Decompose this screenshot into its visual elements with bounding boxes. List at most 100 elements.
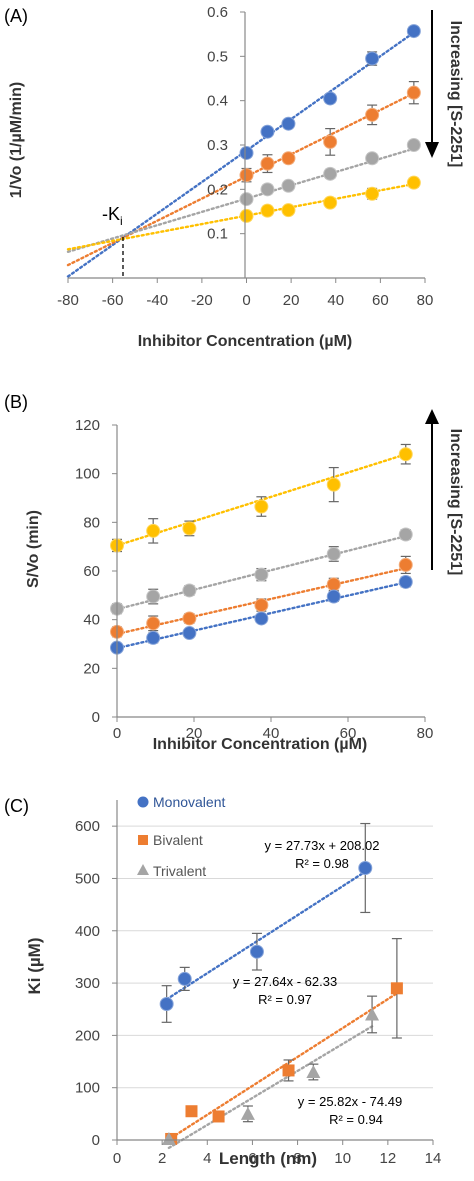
panel-a-data-point <box>260 124 275 139</box>
panel-b-data-point <box>146 523 161 538</box>
panel-b-x-axis-label: Inhibitor Concentration (µM) <box>153 736 368 753</box>
panel-c-y-tick-label: 200 <box>75 1027 100 1044</box>
r2-bivalent: R² = 0.97 <box>258 992 312 1007</box>
panel-b-data-point <box>182 583 197 598</box>
panel-b-data-point <box>398 447 413 462</box>
panel-c-data-point <box>161 1131 176 1145</box>
panel-a-data-point <box>323 91 338 106</box>
panel-c-data-point <box>358 861 373 875</box>
legend-marker-monovalent <box>137 796 149 808</box>
panel-c-data-point <box>185 1105 198 1118</box>
panel-b-data-point <box>254 567 269 582</box>
panel-c-data-point <box>306 1065 321 1078</box>
panel-a-data-point <box>365 151 380 166</box>
panel-a-x-tick-label: 0 <box>242 292 250 309</box>
panel-c-label: (C) <box>4 796 29 816</box>
panel-a-y-tick-label: 0.2 <box>207 181 228 198</box>
r2-monovalent: R² = 0.98 <box>295 856 349 871</box>
legend-label-trivalent: Trivalent <box>153 863 206 879</box>
panel-a-y-axis-label: 1/Vo (1/µM/min) <box>8 82 25 198</box>
panel-b-x-tick-label: 20 <box>186 725 203 742</box>
panel-a-x-tick-label: 40 <box>327 292 344 309</box>
panel-b-data-point <box>398 557 413 572</box>
legend-marker-trivalent <box>137 864 149 875</box>
panel-c-x-tick-label: 14 <box>425 1150 442 1167</box>
panel-c-data-point <box>212 1110 225 1123</box>
panel-b-data-point <box>326 589 341 604</box>
panel-b-data-point <box>326 477 341 492</box>
panel-a-data-point <box>365 107 380 122</box>
panel-a-data-point <box>281 203 296 218</box>
panel-a-data-point <box>406 24 421 39</box>
panel-b-y-tick-label: 0 <box>92 709 100 726</box>
panel-c-trendline <box>167 1025 374 1150</box>
panel-a-x-tick-label: 80 <box>417 292 434 309</box>
panel-c-data-point <box>159 997 174 1011</box>
panel-b-data-point <box>146 616 161 631</box>
panel-a-data-point <box>406 138 421 152</box>
panel-b-side-label: Increasing [S-2251] <box>447 429 464 576</box>
panel-b-data-point <box>146 589 161 604</box>
legend-marker-bivalent <box>138 835 148 845</box>
panel-a-x-tick-label: -20 <box>191 292 213 309</box>
panel-b-data-point <box>398 527 413 542</box>
panel-c-x-tick-label: 10 <box>334 1150 351 1167</box>
panel-a-data-point <box>323 195 338 210</box>
panel-b-data-point <box>182 611 197 626</box>
panel-a-y-tick-label: 0.1 <box>207 226 228 243</box>
panel-c-y-tick-label: 500 <box>75 870 100 887</box>
panel-c-data-point <box>249 944 264 959</box>
panel-a-data-point <box>260 182 275 197</box>
panel-b-y-tick-label: 120 <box>75 417 100 434</box>
panel-a-x-tick-label: -80 <box>57 292 79 309</box>
panel-a-data-point <box>239 208 254 223</box>
panel-a-data-point <box>365 186 380 201</box>
panel-c-y-axis-label: Ki (µM) <box>25 937 44 994</box>
panel-a-data-point <box>323 134 338 149</box>
panel-c-x-tick-label: 4 <box>203 1150 211 1167</box>
panel-c-x-tick-label: 6 <box>248 1150 256 1167</box>
panel-c-y-tick-label: 100 <box>75 1080 100 1097</box>
panel-c-x-tick-label: 2 <box>158 1150 166 1167</box>
panel-c-y-tick-label: 600 <box>75 818 100 835</box>
panel-a-x-tick-label: -60 <box>102 292 124 309</box>
panel-c-chart: (C) 0 2 4 6 8 10 12 14 0 100 200 300 400 500 600 Leng… <box>4 794 441 1168</box>
panel-c-y-tick-label: 300 <box>75 975 100 992</box>
panel-b-y-tick-label: 80 <box>83 514 100 531</box>
panel-c-data-point <box>240 1106 255 1120</box>
panel-a-data-point <box>281 178 296 193</box>
panel-b-data-point <box>254 611 269 626</box>
panel-a-data-point <box>281 151 296 166</box>
panel-b-label: (B) <box>4 392 28 412</box>
panel-a-y-tick-label: 0.5 <box>207 48 228 65</box>
panel-b-y-tick-label: 60 <box>83 563 100 580</box>
eq-bivalent: y = 27.64x - 62.33 <box>233 974 337 989</box>
panel-a-data-point <box>406 85 421 100</box>
panel-b-x-tick-label: 0 <box>113 725 121 742</box>
panel-c-x-tick-label: 8 <box>293 1150 301 1167</box>
panel-b-data-point <box>182 521 197 536</box>
panel-c-data-point <box>282 1064 295 1077</box>
panel-b-data-point <box>326 577 341 592</box>
panel-a-chart: (A) -80 -60 -40 -20 0 20 40 60 80 0.1 0.2 0.3 0.4 0.… <box>4 4 464 350</box>
panel-a-side-label: Increasing [S-2251] <box>447 21 464 168</box>
panel-a-arrow-down-icon <box>425 10 439 158</box>
panel-a-y-tick-label: 0.6 <box>207 4 228 21</box>
panel-a-x-tick-label: 20 <box>283 292 300 309</box>
panel-c-data-point <box>390 982 403 995</box>
panel-a-data-point <box>239 192 254 207</box>
panel-a-y-tick-label: 0.4 <box>207 93 228 110</box>
panel-a-ki-label: -Ki <box>102 204 123 228</box>
panel-a-x-axis-label: Inhibitor Concentration (µM) <box>138 333 353 350</box>
panel-c-x-axis-label: Length (nm) <box>219 1149 317 1168</box>
eq-trivalent: y = 25.82x - 74.49 <box>298 1094 402 1109</box>
panel-a-data-point <box>365 51 380 66</box>
panel-a-data-point <box>239 145 254 160</box>
panel-b-x-tick-label: 80 <box>417 725 434 742</box>
panel-c-y-tick-label: 0 <box>92 1132 100 1149</box>
eq-monovalent: y = 27.73x + 208.02 <box>265 838 380 853</box>
panel-c-data-point <box>177 971 192 986</box>
panel-b-data-point <box>146 630 161 645</box>
panel-b-x-tick-label: 60 <box>340 725 357 742</box>
